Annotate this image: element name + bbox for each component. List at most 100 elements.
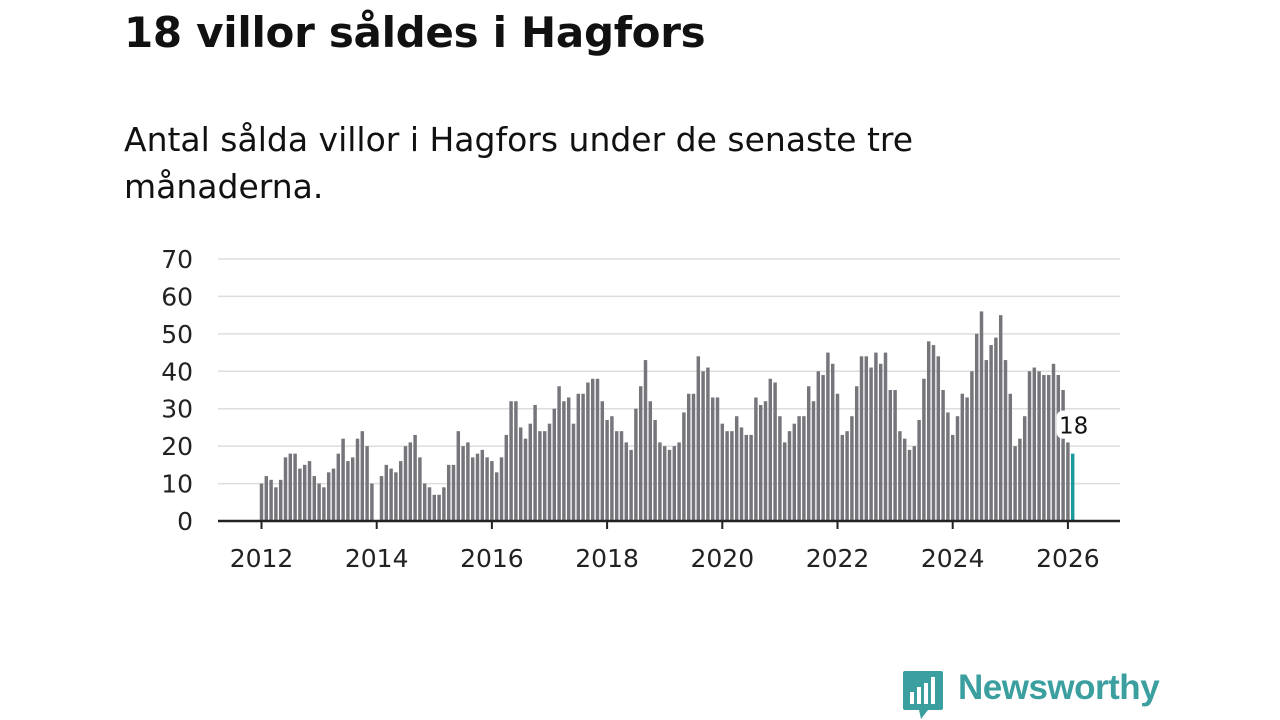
bar: [744, 434, 749, 521]
chart-subtitle: Antal sålda villor i Hagfors under de se…: [124, 120, 914, 206]
x-tick-label: 2022: [806, 544, 870, 573]
bar: [307, 461, 312, 521]
bar: [739, 427, 744, 521]
bar: [686, 393, 691, 521]
bar: [514, 401, 518, 521]
bar: [1037, 371, 1041, 521]
bar: [1066, 442, 1070, 521]
bar: [715, 397, 720, 521]
bar: [878, 363, 883, 521]
bar: [648, 401, 653, 521]
bar: [854, 386, 859, 521]
bar: [557, 386, 561, 521]
bar: [446, 464, 451, 521]
bar: [394, 472, 398, 521]
bar: [528, 423, 533, 521]
bar: [518, 427, 523, 521]
bar: [341, 438, 345, 521]
bar: [1003, 360, 1008, 521]
bar: [682, 412, 686, 521]
bar: [917, 419, 921, 521]
bar: [763, 401, 768, 521]
bar: [466, 442, 470, 521]
bar: [566, 397, 571, 521]
bar: [494, 472, 499, 521]
bar: [672, 446, 677, 521]
bar: [773, 382, 777, 521]
bar: [950, 434, 955, 521]
bar: [614, 431, 619, 521]
bar: [461, 446, 465, 521]
bar: [259, 483, 264, 521]
bar: [850, 416, 854, 521]
bar: [720, 423, 725, 521]
bar: [408, 442, 413, 521]
bar: [926, 341, 931, 521]
bar: [816, 371, 821, 521]
bar: [600, 401, 605, 521]
bar: [662, 446, 667, 521]
bar: [734, 416, 739, 521]
bar: [922, 378, 926, 521]
bar: [874, 352, 878, 521]
bar: [792, 423, 797, 521]
bar: [965, 397, 969, 521]
chart-title: 18 villor såldes i Hagfors: [124, 8, 706, 57]
brand-name: Newsworthy: [958, 668, 1160, 707]
bar: [480, 449, 485, 521]
bar: [946, 412, 950, 521]
bar: [264, 476, 269, 521]
bar: [326, 472, 331, 521]
x-tick-label: 2026: [1036, 544, 1100, 573]
y-tick-label: 40: [161, 357, 193, 386]
bar: [269, 479, 273, 521]
bar: [1008, 393, 1013, 521]
bar: [1013, 446, 1017, 521]
y-tick-label: 0: [177, 507, 193, 536]
newsworthy-logo-icon: [903, 671, 943, 719]
bar: [898, 431, 902, 521]
bar: [379, 476, 384, 521]
bar: [701, 371, 705, 521]
bar: [638, 386, 643, 521]
bar: [1042, 375, 1046, 521]
bar: [643, 360, 648, 521]
bar: [787, 431, 792, 521]
bar: [936, 356, 941, 521]
bar: [893, 390, 897, 521]
bar: [413, 434, 417, 521]
bar: [331, 468, 336, 521]
bar: [1051, 363, 1056, 521]
bar: [451, 464, 456, 521]
x-tick-label: 2014: [345, 544, 409, 573]
bar: [797, 416, 801, 521]
bar: [634, 408, 638, 521]
bar: [456, 431, 461, 521]
bar: [758, 404, 763, 521]
x-tick-label: 2016: [460, 544, 524, 573]
bar: [384, 464, 389, 521]
data-label: 18: [1056, 410, 1091, 440]
bar: [586, 382, 590, 521]
bar: [288, 453, 293, 521]
x-tick-label: 2012: [230, 544, 294, 573]
data-label-background: [1056, 410, 1091, 439]
bar: [490, 461, 494, 521]
y-tick-label: 10: [161, 470, 193, 499]
bar: [629, 449, 633, 521]
bar: [811, 401, 816, 521]
bar: [1027, 371, 1032, 521]
bar: [278, 479, 283, 521]
bar: [902, 438, 907, 521]
bar: [888, 390, 893, 521]
bar: [562, 401, 566, 521]
data-label-text: 18: [1059, 414, 1088, 440]
bar: [768, 378, 773, 521]
bar: [547, 423, 552, 521]
bar: [389, 468, 393, 521]
bar: [691, 393, 696, 521]
bar: [658, 442, 662, 521]
bar: [581, 393, 585, 521]
x-tick-label: 2018: [575, 544, 639, 573]
y-tick-label: 60: [161, 282, 193, 311]
